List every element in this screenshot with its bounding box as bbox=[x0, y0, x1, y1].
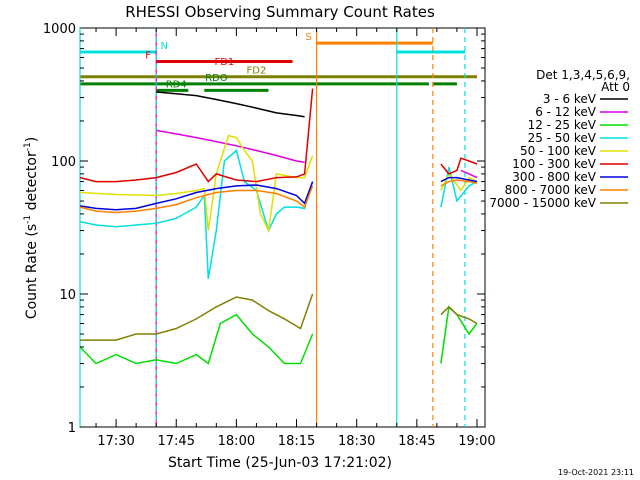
y-tick-label: 100 bbox=[51, 155, 76, 170]
x-tick-label: 18:45 bbox=[398, 434, 435, 449]
y-label-part-1: Count Rate (s bbox=[24, 224, 40, 319]
series-line-12-25-kev bbox=[79, 313, 314, 365]
legend-label-12-25-kev: 12 - 25 keV bbox=[528, 118, 597, 132]
flag-label-n: N bbox=[160, 41, 167, 52]
x-tick-label: 18:30 bbox=[338, 434, 375, 449]
series-line-300-800-kev bbox=[440, 176, 478, 183]
flag-label-f: F bbox=[145, 50, 151, 61]
y-label-superscript-2: -1 bbox=[23, 142, 33, 151]
legend-label-300-800-kev: 300 - 800 keV bbox=[512, 170, 596, 184]
series-line-800-7000-kev bbox=[79, 185, 314, 214]
flag-label-fd2: FD2 bbox=[247, 66, 267, 77]
flag-label-rd4: RD4 bbox=[166, 79, 187, 90]
series-line-25-50-kev bbox=[79, 149, 314, 279]
footer-date: 19-Oct-2021 23:11 bbox=[558, 468, 634, 477]
x-tick-label: 19:00 bbox=[458, 434, 495, 449]
legend-label-100-300-kev: 100 - 300 keV bbox=[512, 157, 596, 171]
plot-area: N S F FD1 FD2 RDO RD4 17:30 17:45 18:00 18:15 18:3… bbox=[43, 22, 496, 449]
series-line-100-300-kev bbox=[440, 157, 478, 175]
series-line-50-100-kev bbox=[79, 134, 314, 234]
y-label-part-2: detector bbox=[24, 151, 40, 215]
series-line-800-7000-kev bbox=[440, 179, 478, 187]
plot-frame bbox=[79, 27, 486, 428]
y-tick-label: 10 bbox=[59, 288, 76, 303]
legend-label-3-6-kev: 3 - 6 keV bbox=[543, 92, 597, 106]
series-line-6-12-kev bbox=[156, 129, 305, 163]
x-tick-label: 17:45 bbox=[158, 434, 195, 449]
series-line-100-300-kev bbox=[79, 88, 314, 183]
legend-label-50-100-kev: 50 - 100 keV bbox=[520, 144, 597, 158]
legend-label-7000-15000-kev: 7000 - 15000 keV bbox=[489, 196, 596, 210]
x-tick-label: 17:30 bbox=[97, 434, 134, 449]
vertical-markers bbox=[79, 28, 466, 427]
series-line-7000-15000-kev bbox=[80, 293, 314, 341]
series-line-300-800-kev bbox=[79, 181, 314, 211]
y-label-part-3: ) bbox=[24, 137, 40, 142]
y-tick-label: 1 bbox=[68, 421, 76, 436]
series-line-7000-15000-kev bbox=[440, 305, 478, 325]
legend-header-line-1: Det 1,3,4,5,6,9, bbox=[536, 68, 630, 82]
y-axis-label: Count Rate (s-1 detector-1) bbox=[23, 137, 40, 319]
x-axis-label: Start Time (25-Jun-03 17:21:02) bbox=[168, 455, 392, 471]
flag-label-fd1: FD1 bbox=[214, 57, 234, 68]
chart-title: RHESSI Observing Summary Count Rates bbox=[125, 3, 435, 21]
x-tick-label: 18:15 bbox=[278, 434, 315, 449]
flag-bars: N S F FD1 FD2 RDO RD4 bbox=[80, 32, 477, 92]
legend-label-800-7000-kev: 800 - 7000 keV bbox=[505, 183, 597, 197]
y-tick-label: 1000 bbox=[43, 22, 76, 37]
series-line-6-12-kev bbox=[460, 169, 478, 179]
legend-label-6-12-kev: 6 - 12 keV bbox=[535, 105, 597, 119]
series-line-3-6-kev bbox=[156, 91, 305, 118]
y-label-superscript-1: -1 bbox=[23, 215, 33, 224]
flag-label-rdo: RDO bbox=[205, 73, 228, 84]
series-lines bbox=[79, 88, 478, 365]
flag-label-s: S bbox=[305, 32, 311, 43]
x-tick-label: 18:00 bbox=[218, 434, 255, 449]
axis-ticks: 17:30 17:45 18:00 18:15 18:30 18:45 19:00 1 10 10… bbox=[43, 22, 496, 449]
legend-header-line-2: Att 0 bbox=[601, 80, 630, 94]
legend-label-25-50-kev: 25 - 50 keV bbox=[528, 131, 597, 145]
